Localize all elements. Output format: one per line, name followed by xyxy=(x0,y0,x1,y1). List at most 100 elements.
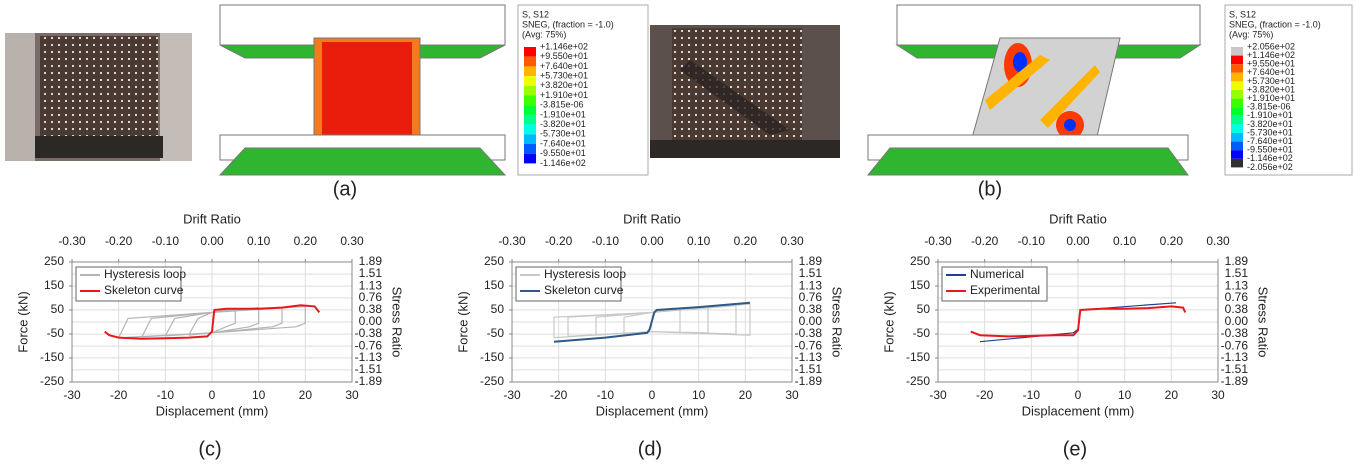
legend-swatch xyxy=(524,47,536,57)
x2-tick-label: -0.30 xyxy=(498,234,526,248)
x-tick-label: -10 xyxy=(157,388,175,402)
y2-tick-label: 1.89 xyxy=(359,254,383,268)
x2-tick-label: -0.10 xyxy=(1018,234,1046,248)
y2-tick-label: -1.13 xyxy=(1221,350,1249,364)
legend-level: +1.910e+01 xyxy=(540,90,588,100)
legend-swatch xyxy=(1231,158,1243,168)
panel-label: (e) xyxy=(1063,438,1087,460)
legend-label: Experimental xyxy=(970,283,1040,297)
y-tick-label: 150 xyxy=(910,278,930,292)
y-tick-label: -250 xyxy=(480,374,504,388)
legend-level: -5.730e+01 xyxy=(1247,127,1293,137)
legend-level: +3.820e+01 xyxy=(540,80,588,90)
legend-swatch xyxy=(524,95,536,106)
y2-tick-label: 0.38 xyxy=(359,302,383,316)
legend-swatch xyxy=(1231,81,1243,90)
legend-heading: S, S12 xyxy=(1229,9,1256,19)
y-tick-label: 250 xyxy=(910,254,930,268)
series-line xyxy=(970,305,1187,338)
y-tick-label: -150 xyxy=(40,350,64,364)
y-tick-label: -150 xyxy=(480,350,504,364)
legend-heading: SNEG, (fraction = -1.0) xyxy=(1229,19,1321,29)
legend-box xyxy=(515,266,622,302)
legend-box xyxy=(941,266,1048,302)
y2-tick-label: 0.38 xyxy=(1225,302,1249,316)
x2-tick-label: -0.10 xyxy=(152,234,180,248)
x-tick-label: 0 xyxy=(1075,388,1082,402)
y2-tick-label: -0.76 xyxy=(355,338,383,352)
legend-level: -3.820e+01 xyxy=(1247,119,1293,129)
x-tick-label: 10 xyxy=(692,388,706,402)
panel-label: (a) xyxy=(333,178,357,200)
legend-swatch xyxy=(1231,55,1243,65)
y2-tick-label: 0.00 xyxy=(359,314,383,328)
y2-tick-label: 0.38 xyxy=(799,302,823,316)
y-tick-label: -50 xyxy=(47,326,65,340)
legend-level: +7.640e+01 xyxy=(540,61,588,71)
legend-swatch xyxy=(1231,141,1243,151)
photo-b xyxy=(650,25,840,158)
legend-swatch xyxy=(524,105,536,115)
legend-box xyxy=(517,4,649,176)
legend-level: -9.550e+01 xyxy=(540,148,586,158)
y2-tick-label: 1.51 xyxy=(1225,266,1249,280)
legend-label: Skeleton curve xyxy=(544,283,624,297)
y-axis-label: Force (kN) xyxy=(15,291,30,352)
legend-swatch xyxy=(524,144,536,154)
legend-heading: S, S12 xyxy=(522,9,549,19)
x2-tick-label: 0.00 xyxy=(640,234,664,248)
x-tick-label: -20 xyxy=(550,388,568,402)
legend-swatch xyxy=(524,56,536,67)
x-tick-label: 20 xyxy=(299,388,313,402)
x2-axis-label: Drift Ratio xyxy=(183,211,241,226)
y-axis-label: Force (kN) xyxy=(881,291,896,352)
legend-level: +5.730e+01 xyxy=(1247,76,1295,86)
y2-tick-label: 1.89 xyxy=(1225,254,1249,268)
series-line xyxy=(118,305,306,339)
x2-tick-label: 0.00 xyxy=(1066,234,1090,248)
y2-tick-label: -1.51 xyxy=(355,362,383,376)
legend-level: -3.815e-06 xyxy=(540,100,584,110)
panel-label: (d) xyxy=(638,438,662,460)
legend-label: Skeleton curve xyxy=(104,283,184,297)
y-tick-label: 150 xyxy=(484,278,504,292)
x-tick-label: 0 xyxy=(649,388,656,402)
y2-tick-label: -0.38 xyxy=(355,326,383,340)
x-tick-label: 20 xyxy=(1165,388,1179,402)
legend-label: Numerical xyxy=(970,267,1024,281)
y2-tick-label: 1.51 xyxy=(359,266,383,280)
plot-frame xyxy=(511,261,793,383)
x2-tick-label: -0.20 xyxy=(545,234,573,248)
legend-swatch xyxy=(1231,90,1243,99)
x2-tick-label: 0.20 xyxy=(1160,234,1184,248)
y-tick-label: 50 xyxy=(491,302,505,316)
y2-tick-label: -1.13 xyxy=(795,350,823,364)
y2-tick-label: 1.13 xyxy=(799,278,823,292)
y-tick-label: -250 xyxy=(40,374,64,388)
y-tick-label: -50 xyxy=(913,326,931,340)
x-tick-label: 0 xyxy=(209,388,216,402)
legend-swatch xyxy=(1231,64,1243,73)
panel-label: (c) xyxy=(198,438,221,460)
y-tick-label: 150 xyxy=(44,278,64,292)
x2-tick-label: -0.20 xyxy=(971,234,999,248)
y2-tick-label: -1.13 xyxy=(355,350,383,364)
y2-tick-label: -1.51 xyxy=(1221,362,1249,376)
y-tick-label: 50 xyxy=(917,302,931,316)
x-tick-label: -30 xyxy=(63,388,81,402)
x2-tick-label: 0.10 xyxy=(687,234,711,248)
legend-level: +7.640e+01 xyxy=(1247,67,1295,77)
legend-label: Hysteresis loop xyxy=(544,267,626,281)
legend-swatch xyxy=(524,124,536,135)
legend-level: +9.550e+01 xyxy=(1247,59,1295,69)
x2-axis-label: Drift Ratio xyxy=(1049,211,1107,226)
y2-tick-label: 0.76 xyxy=(799,290,823,304)
legend-swatch xyxy=(524,114,536,125)
y-tick-label: 250 xyxy=(44,254,64,268)
x-axis-label: Displacement (mm) xyxy=(596,403,709,418)
x-tick-label: 20 xyxy=(739,388,753,402)
x-tick-label: 30 xyxy=(1211,388,1225,402)
y2-tick-label: 1.89 xyxy=(799,254,823,268)
y2-axis-label: Stress Ratio xyxy=(390,287,405,358)
